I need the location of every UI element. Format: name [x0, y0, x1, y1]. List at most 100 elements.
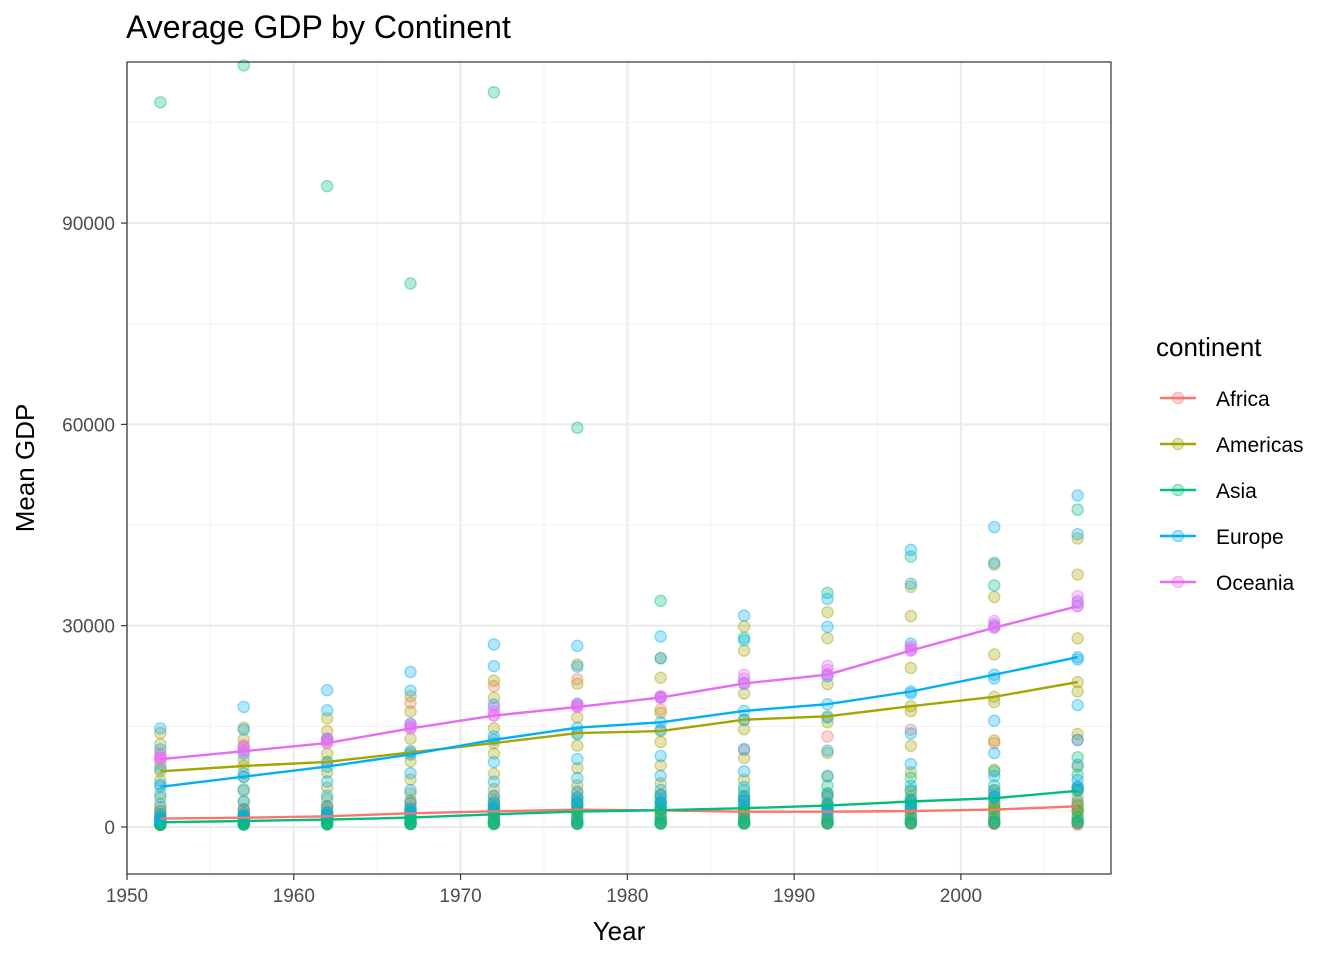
data-point — [154, 817, 167, 830]
x-tick-label: 1980 — [606, 886, 648, 907]
data-point — [571, 785, 584, 798]
data-point — [904, 815, 918, 828]
data-point — [1071, 816, 1084, 829]
data-point — [571, 752, 584, 766]
data-point — [487, 659, 501, 673]
data-point — [654, 703, 667, 716]
data-point — [487, 783, 501, 796]
data-point — [654, 759, 667, 772]
data-point — [320, 800, 334, 813]
data-point — [737, 814, 751, 827]
data-point — [821, 814, 834, 828]
data-point — [571, 660, 584, 673]
data-point — [904, 815, 918, 829]
data-point — [404, 783, 417, 797]
y-tick-label: 60000 — [62, 415, 115, 436]
data-point — [1071, 780, 1084, 793]
data-point — [821, 817, 834, 830]
data-point — [988, 815, 1001, 828]
data-point — [654, 783, 667, 797]
data-point — [821, 786, 834, 800]
data-point — [487, 701, 501, 714]
data-point — [988, 714, 1001, 727]
series-line-asia — [160, 789, 1078, 824]
data-point — [988, 812, 1001, 825]
y-tick-label: 90000 — [62, 214, 115, 235]
mean-lines — [160, 605, 1078, 824]
data-point — [404, 755, 417, 768]
data-point — [1071, 783, 1084, 796]
data-point — [237, 795, 250, 808]
data-point — [404, 277, 417, 290]
data-point — [737, 816, 751, 829]
data-point — [487, 797, 501, 811]
data-point — [654, 817, 667, 831]
data-point — [320, 683, 334, 697]
data-point — [320, 789, 334, 803]
data-point — [571, 812, 584, 826]
data-point — [654, 594, 667, 608]
data-point — [1071, 760, 1084, 773]
data-point — [737, 765, 751, 778]
x-tick-label: 1970 — [439, 886, 481, 907]
data-point — [1071, 818, 1084, 831]
data-point — [904, 739, 918, 752]
data-point — [654, 788, 667, 801]
data-point — [487, 789, 501, 802]
data-point — [237, 795, 250, 808]
data-point — [821, 730, 834, 743]
data-point — [571, 817, 584, 831]
data-point — [737, 817, 751, 830]
data-point — [154, 807, 167, 821]
data-point — [904, 812, 918, 825]
data-point — [487, 794, 501, 807]
data-point — [571, 787, 584, 800]
data-point — [654, 796, 667, 809]
data-point — [737, 687, 751, 700]
series-line-oceania — [160, 605, 1078, 761]
data-point — [404, 689, 417, 703]
data-point — [737, 743, 751, 757]
data-point — [1071, 698, 1084, 712]
data-point — [1071, 489, 1084, 502]
data-point — [487, 674, 501, 687]
data-point — [404, 795, 417, 809]
data-point — [571, 762, 584, 775]
legend-label-americas: Americas — [1216, 434, 1304, 457]
data-point — [571, 815, 584, 829]
data-point — [821, 791, 834, 804]
data-point — [737, 634, 751, 647]
data-point — [654, 813, 667, 827]
data-point — [904, 580, 918, 593]
data-point — [571, 791, 584, 804]
data-point — [487, 775, 501, 788]
data-point — [904, 792, 918, 806]
data-point — [988, 765, 1001, 778]
data-point — [654, 792, 667, 805]
data-point — [904, 817, 918, 830]
data-point — [571, 673, 584, 686]
data-point — [1071, 685, 1084, 698]
data-point — [154, 738, 167, 751]
data-point — [571, 658, 584, 671]
data-point — [654, 777, 667, 790]
data-point — [487, 698, 501, 711]
data-point — [320, 724, 334, 738]
data-point — [1071, 503, 1084, 516]
data-point — [988, 734, 1001, 747]
data-point — [571, 795, 584, 808]
data-point — [487, 638, 501, 651]
data-point — [320, 775, 334, 788]
data-point — [1071, 816, 1084, 829]
data-point — [988, 736, 1001, 750]
data-point — [737, 609, 751, 622]
data-point — [487, 755, 501, 769]
data-point — [988, 769, 1001, 783]
data-point — [1071, 568, 1084, 581]
data-point — [1071, 817, 1084, 830]
x-axis-title: Year — [593, 916, 646, 946]
data-point — [988, 816, 1001, 830]
data-point — [988, 816, 1001, 830]
data-point — [1071, 811, 1084, 824]
data-point — [737, 816, 751, 830]
